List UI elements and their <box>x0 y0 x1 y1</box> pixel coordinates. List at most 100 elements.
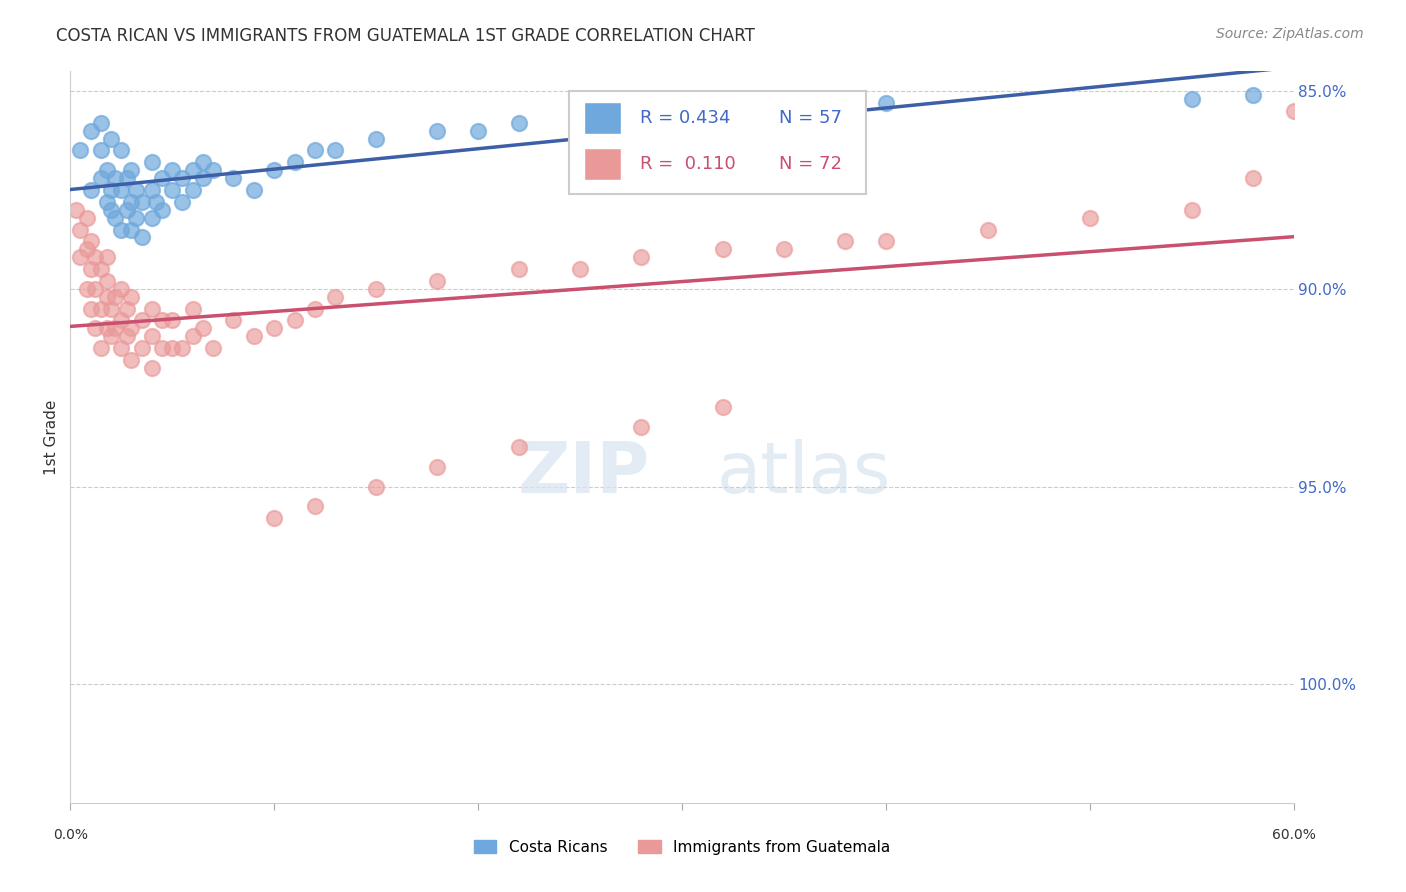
Point <box>100 202 122 217</box>
Text: 0.0%: 0.0% <box>53 828 87 842</box>
Point <box>83 250 105 264</box>
Point <box>69 250 91 264</box>
Point <box>117 202 139 217</box>
Point <box>76 242 98 256</box>
Point <box>711 242 734 256</box>
Point <box>69 144 91 158</box>
Point <box>76 211 98 225</box>
Point <box>325 144 347 158</box>
Text: atlas: atlas <box>717 439 891 508</box>
Point <box>162 183 183 197</box>
Point <box>131 313 153 327</box>
Point <box>124 211 146 225</box>
Point <box>508 262 530 277</box>
Point <box>69 222 91 236</box>
Point <box>96 321 118 335</box>
Point <box>243 329 266 343</box>
Point <box>426 123 449 137</box>
Point <box>711 401 734 415</box>
Point <box>977 222 1000 236</box>
Point <box>284 155 307 169</box>
Point <box>1078 211 1101 225</box>
Point <box>1241 171 1264 186</box>
Point <box>263 321 285 335</box>
Point <box>104 211 127 225</box>
FancyBboxPatch shape <box>583 102 621 134</box>
Point <box>110 341 132 355</box>
Point <box>100 183 122 197</box>
Point <box>121 163 143 178</box>
Point <box>150 313 173 327</box>
Point <box>110 222 132 236</box>
Point <box>191 171 214 186</box>
Point <box>121 321 143 335</box>
Point <box>366 479 388 493</box>
Text: N = 57: N = 57 <box>779 109 842 127</box>
Point <box>875 235 897 249</box>
Text: 60.0%: 60.0% <box>1271 828 1316 842</box>
Point <box>150 171 173 186</box>
Point <box>508 440 530 454</box>
Point <box>834 235 856 249</box>
Text: N = 72: N = 72 <box>779 155 842 173</box>
FancyBboxPatch shape <box>568 91 866 194</box>
Point <box>117 171 139 186</box>
Point <box>90 341 112 355</box>
Point <box>284 313 307 327</box>
Point <box>83 321 105 335</box>
Point <box>304 144 326 158</box>
Point <box>79 301 103 316</box>
Text: R =  0.110: R = 0.110 <box>640 155 735 173</box>
Point <box>96 194 118 209</box>
Point <box>121 290 143 304</box>
Point <box>104 321 127 335</box>
Point <box>191 155 214 169</box>
Point <box>181 163 204 178</box>
Point <box>96 290 118 304</box>
Point <box>569 116 592 130</box>
Point <box>141 155 163 169</box>
Point <box>711 103 734 118</box>
Point <box>121 353 143 368</box>
Point <box>79 123 103 137</box>
Point <box>90 144 112 158</box>
Point <box>90 171 112 186</box>
Point <box>150 202 173 217</box>
Point <box>121 194 143 209</box>
Point <box>145 194 167 209</box>
Point <box>630 112 652 126</box>
Point <box>304 301 326 316</box>
Point <box>141 329 163 343</box>
Point <box>90 301 112 316</box>
Point <box>79 183 103 197</box>
Y-axis label: 1st Grade: 1st Grade <box>44 400 59 475</box>
Point <box>124 183 146 197</box>
Point <box>96 163 118 178</box>
Point <box>875 95 897 110</box>
Point <box>222 171 245 186</box>
Point <box>467 123 489 137</box>
Point <box>202 341 225 355</box>
Point <box>131 194 153 209</box>
Point <box>100 329 122 343</box>
Point <box>1181 202 1204 217</box>
Text: COSTA RICAN VS IMMIGRANTS FROM GUATEMALA 1ST GRADE CORRELATION CHART: COSTA RICAN VS IMMIGRANTS FROM GUATEMALA… <box>56 27 755 45</box>
Point <box>181 301 204 316</box>
Point <box>121 222 143 236</box>
Point <box>263 163 285 178</box>
Point <box>104 290 127 304</box>
Point <box>1181 92 1204 106</box>
Point <box>426 459 449 474</box>
Point <box>110 144 132 158</box>
Point <box>110 313 132 327</box>
Point <box>96 250 118 264</box>
Point <box>243 183 266 197</box>
Point <box>162 313 183 327</box>
Text: ZIP: ZIP <box>517 439 650 508</box>
FancyBboxPatch shape <box>583 148 621 180</box>
Point <box>117 329 139 343</box>
Point <box>79 262 103 277</box>
Point <box>117 301 139 316</box>
Point <box>131 230 153 244</box>
Point <box>263 511 285 525</box>
